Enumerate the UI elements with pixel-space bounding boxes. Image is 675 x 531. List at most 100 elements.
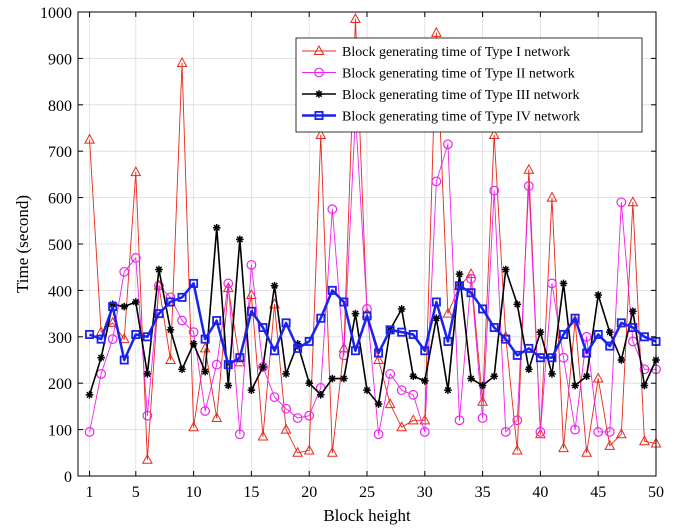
data-point [327, 204, 338, 215]
data-point [397, 327, 407, 337]
data-point [340, 374, 348, 383]
data-point [328, 374, 337, 383]
series-line [88, 226, 657, 405]
x-tick-label: 30 [417, 484, 433, 501]
data-point [639, 435, 650, 446]
data-point [489, 185, 500, 196]
y-tick-label: 1000 [40, 5, 72, 22]
data-point [257, 430, 269, 441]
data-point [558, 442, 569, 453]
data-point [96, 334, 106, 344]
y-tick-label: 900 [48, 51, 72, 68]
data-point [166, 326, 175, 334]
data-point [211, 359, 222, 370]
data-point [155, 265, 163, 274]
y-tick-label: 600 [48, 191, 72, 208]
data-point [523, 181, 534, 191]
x-tick-label: 1 [86, 484, 94, 501]
data-point [546, 191, 558, 202]
data-point [559, 279, 568, 288]
data-point [571, 381, 579, 390]
data-point [478, 304, 488, 314]
data-point [269, 392, 280, 403]
data-point [280, 423, 292, 434]
data-point [477, 413, 488, 423]
data-point [373, 353, 384, 364]
data-point [303, 444, 315, 455]
data-point [212, 316, 222, 326]
data-point [235, 353, 245, 363]
y-tick-label: 100 [48, 423, 72, 440]
data-point [616, 197, 627, 208]
tick-layer: 1 5 10 15 20 25 30 35 40 45 5001002003004005006007… [40, 5, 664, 501]
y-tick-label: 300 [48, 330, 72, 347]
legend-label: Block generating time of Type III networ… [342, 88, 579, 103]
data-point [385, 369, 396, 379]
data-point [293, 343, 303, 353]
data-point [627, 196, 639, 207]
data-point [212, 223, 221, 232]
data-point [454, 415, 465, 426]
data-point [236, 235, 244, 244]
data-point [223, 360, 233, 370]
data-point [443, 139, 453, 150]
data-point [615, 428, 627, 439]
data-point [524, 343, 534, 353]
data-point [108, 302, 118, 312]
data-point [224, 381, 233, 390]
data-point [616, 318, 626, 328]
data-point [478, 381, 487, 390]
data-point [132, 298, 140, 306]
data-point [259, 363, 267, 371]
x-tick-label: 10 [186, 484, 202, 501]
data-point [281, 318, 291, 328]
data-point [247, 386, 256, 394]
data-point [408, 389, 419, 400]
data-point [455, 270, 464, 278]
y-tick-label: 500 [48, 237, 72, 254]
legend-label: Block generating time of Type II network [342, 67, 575, 82]
series-3 [85, 223, 660, 408]
data-point [165, 353, 176, 364]
data-point [374, 400, 383, 408]
data-point [177, 292, 187, 302]
data-point [200, 406, 211, 416]
data-point [119, 266, 130, 277]
series-layer [84, 12, 662, 464]
data-point [165, 297, 175, 307]
data-point [270, 346, 280, 356]
x-tick-label: 35 [475, 484, 491, 501]
data-point [570, 424, 580, 435]
data-point [407, 414, 419, 425]
data-point [189, 278, 199, 288]
data-point [408, 329, 418, 339]
data-point [316, 391, 325, 399]
legend-label: Block generating time of Type I network [342, 45, 570, 60]
y-tick-label: 200 [48, 376, 72, 393]
y-tick-label: 400 [48, 283, 72, 300]
data-point [430, 26, 442, 37]
data-point [523, 163, 535, 174]
data-point [513, 300, 522, 309]
data-point [534, 428, 546, 439]
data-point [188, 327, 199, 338]
data-point [326, 446, 338, 457]
data-point [350, 346, 360, 356]
legend-box [295, 37, 643, 133]
data-point [314, 111, 324, 121]
data-point [512, 350, 522, 360]
data-point [432, 314, 441, 323]
data-point [442, 307, 454, 318]
data-point [304, 410, 315, 421]
data-point [305, 379, 313, 387]
x-tick-label: 15 [243, 484, 259, 501]
data-point [315, 90, 323, 98]
data-point [118, 333, 130, 344]
data-point [396, 385, 407, 396]
data-point [559, 329, 569, 339]
data-point [200, 334, 210, 344]
data-point [350, 12, 361, 23]
legend-label: Block generating time of Type IV network [342, 110, 580, 125]
data-point [188, 421, 200, 432]
data-point [374, 348, 384, 358]
